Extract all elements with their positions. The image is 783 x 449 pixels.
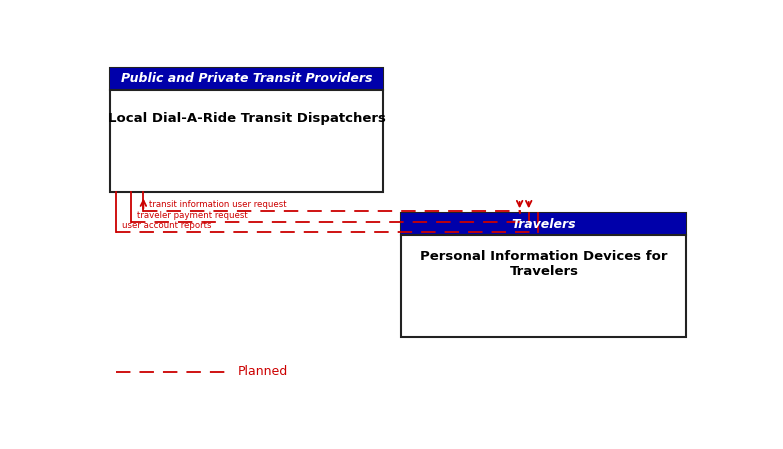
Bar [402, 213, 687, 337]
Text: Travelers: Travelers [511, 218, 576, 231]
Text: Local Dial-A-Ride Transit Dispatchers: Local Dial-A-Ride Transit Dispatchers [107, 112, 385, 125]
Text: user account reports: user account reports [122, 221, 211, 230]
Text: Public and Private Transit Providers: Public and Private Transit Providers [121, 72, 372, 85]
Bar [110, 68, 383, 192]
Text: Personal Information Devices for
Travelers: Personal Information Devices for Travele… [420, 250, 668, 278]
Bar [402, 213, 687, 235]
Text: traveler payment request: traveler payment request [137, 211, 248, 220]
Text: Planned: Planned [237, 365, 287, 379]
Bar [110, 68, 383, 90]
Text: transit information user request: transit information user request [150, 200, 287, 209]
